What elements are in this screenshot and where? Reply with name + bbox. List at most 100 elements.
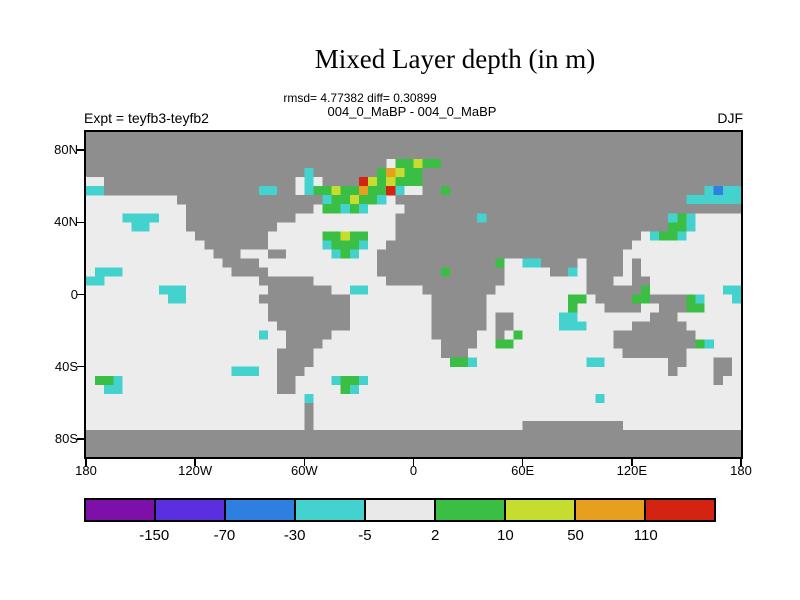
colorbar-label: -150 <box>139 527 170 544</box>
anomaly-cell <box>704 339 714 349</box>
anomaly-cell <box>386 186 396 196</box>
anomaly-cell <box>686 195 741 205</box>
colorbar-segment <box>296 500 366 520</box>
land-cell <box>258 294 350 304</box>
x-axis-label: 120W <box>178 463 213 478</box>
anomaly-cell <box>258 186 278 196</box>
land-cell <box>422 186 441 196</box>
land-cell <box>713 375 723 385</box>
anomaly-cell <box>331 186 341 196</box>
anomaly-cell <box>358 375 369 385</box>
land-cell <box>440 348 469 358</box>
land-cell <box>659 303 687 313</box>
land-cell <box>395 231 641 241</box>
y-axis-tick <box>77 438 84 440</box>
colorbar-segment <box>506 500 576 520</box>
land-cell <box>668 366 678 376</box>
anomaly-cell <box>640 285 651 295</box>
y-axis-label: 40N <box>54 214 78 230</box>
anomaly-cell <box>340 231 350 241</box>
land-cell <box>286 339 323 349</box>
colorbar <box>84 498 716 522</box>
anomaly-cell <box>686 222 696 232</box>
anomaly-cell <box>677 231 687 241</box>
anomaly-cell <box>686 294 696 304</box>
land-cell <box>186 204 314 214</box>
anomaly-cell <box>349 195 359 205</box>
x-axis-tick <box>85 459 87 466</box>
land-cell <box>422 168 741 178</box>
land-cell <box>586 285 641 295</box>
land-cell <box>431 294 487 304</box>
anomaly-cell <box>304 177 314 187</box>
land-cell <box>431 303 487 313</box>
anomaly-cell <box>395 168 405 178</box>
land-cell <box>377 267 441 277</box>
anomaly-cell <box>322 195 332 205</box>
land-cell <box>386 240 632 250</box>
anomaly-cell <box>440 186 450 196</box>
land-cell <box>86 132 741 142</box>
x-axis-tick <box>631 459 633 466</box>
anomaly-cell <box>686 303 705 313</box>
x-axis-label: 180 <box>730 463 752 478</box>
x-axis-label: 0 <box>409 463 418 478</box>
anomaly-cell <box>631 294 651 304</box>
anomaly-cell <box>340 186 359 196</box>
chart-title: Mixed Layer depth (in m) <box>314 44 596 74</box>
land-cell <box>277 186 296 196</box>
land-cell <box>522 420 623 430</box>
land-cell <box>586 258 623 268</box>
anomaly-cell <box>559 321 587 331</box>
anomaly-cell <box>122 213 159 223</box>
anomaly-cell <box>513 330 523 340</box>
anomaly-cell <box>331 240 359 250</box>
land-cell <box>495 312 514 322</box>
land-cell <box>104 177 296 187</box>
world-map-heatmap <box>86 132 741 457</box>
anomaly-cell <box>340 375 359 385</box>
land-cell <box>449 267 505 277</box>
land-cell <box>377 249 623 259</box>
land-cell <box>440 159 741 169</box>
land-cell <box>604 303 641 313</box>
land-cell <box>304 420 314 430</box>
land-cell <box>313 168 378 178</box>
colorbar-segment <box>226 500 296 520</box>
anomaly-cell <box>413 159 423 169</box>
anomaly-cell <box>568 303 578 313</box>
anomaly-cell <box>395 159 414 169</box>
anomaly-cell <box>559 312 578 322</box>
anomaly-cell <box>386 168 396 178</box>
x-axis-tick <box>740 459 742 466</box>
land-cell <box>304 411 314 421</box>
land-cell <box>495 321 514 331</box>
land-cell <box>322 177 359 187</box>
anomaly-cell <box>704 186 714 196</box>
anomaly-cell <box>368 186 387 196</box>
land-cell <box>631 258 641 268</box>
anomaly-cell <box>377 177 387 187</box>
anomaly-cell <box>495 339 514 349</box>
colorbar-label: 2 <box>430 527 440 544</box>
anomaly-cell <box>304 168 314 178</box>
anomaly-cell <box>449 357 469 367</box>
land-cell <box>195 231 269 241</box>
land-cell <box>586 267 623 277</box>
anomaly-cell <box>395 186 405 196</box>
colorbar-segment <box>576 500 646 520</box>
land-cell <box>86 168 305 178</box>
anomaly-cell <box>304 393 314 403</box>
comparison-line: 004_0_MaBP - 004_0_MaBP <box>327 104 497 119</box>
anomaly-cell <box>568 267 578 277</box>
anomaly-cell <box>722 285 741 295</box>
anomaly-cell <box>349 384 359 394</box>
y-axis-label: 80S <box>54 430 78 446</box>
y-axis-label: 0 <box>70 286 78 302</box>
anomaly-cell <box>404 168 423 178</box>
anomaly-cell <box>358 240 369 250</box>
anomaly-cell <box>386 177 396 187</box>
land-cell <box>277 348 314 358</box>
land-cell <box>277 321 350 331</box>
